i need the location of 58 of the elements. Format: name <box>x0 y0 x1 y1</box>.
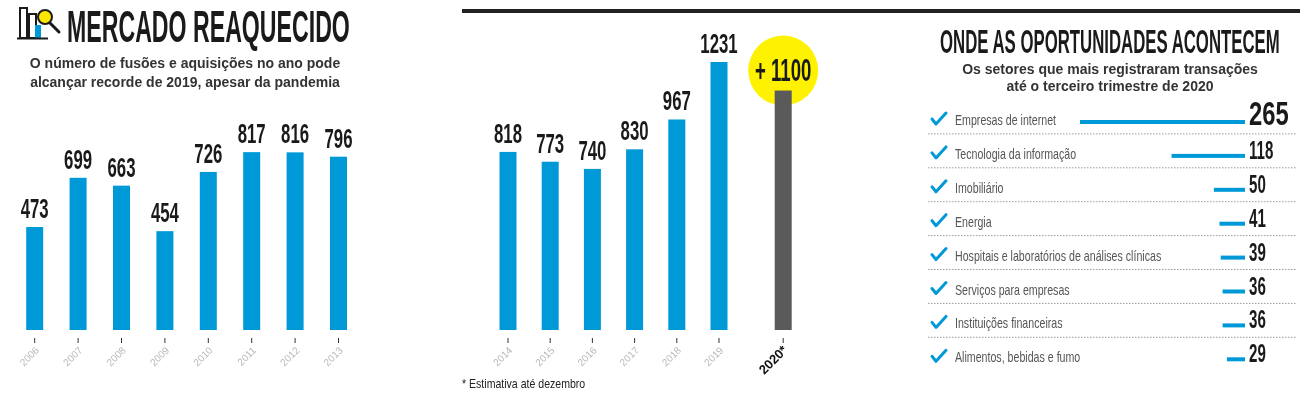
bar <box>583 168 601 330</box>
bar <box>26 227 44 330</box>
data-label: 265 <box>1249 93 1289 132</box>
bar <box>541 161 559 330</box>
data-label: 50 <box>1249 169 1266 199</box>
data-label: 29 <box>1249 339 1266 369</box>
y-tick-label: Hospitais e laboratórios de análises clínicas <box>955 248 1162 264</box>
y-tick-label: Serviços para empresas <box>955 282 1070 298</box>
chart-title: ONDE AS OPORTUNIDADES ACONTECEM <box>940 22 1280 61</box>
data-label: 796 <box>324 122 353 154</box>
data-label: 773 <box>536 127 565 159</box>
bar <box>1171 153 1245 158</box>
bar <box>1213 187 1245 192</box>
bar <box>668 119 686 330</box>
data-label: 39 <box>1249 237 1266 267</box>
y-tick-label: Energia <box>955 214 992 231</box>
y-tick-label: Instituições financeiras <box>955 316 1063 332</box>
data-label: 817 <box>237 117 266 150</box>
bar <box>243 152 261 330</box>
data-label: 830 <box>620 114 649 147</box>
bar <box>1219 221 1245 226</box>
data-label: 726 <box>194 137 223 170</box>
data-label: + 1100 <box>755 52 812 87</box>
text: * Estimativa até dezembro <box>462 377 586 391</box>
y-tick-label: Imobiliário <box>955 180 1004 197</box>
bar <box>113 185 130 330</box>
data-label: 36 <box>1249 271 1266 301</box>
data-label: 663 <box>107 151 136 183</box>
bar <box>1222 323 1245 328</box>
data-label: 454 <box>150 196 180 229</box>
data-label: 36 <box>1249 305 1266 335</box>
bar <box>710 62 728 330</box>
bar <box>199 171 217 330</box>
bar <box>1080 120 1245 124</box>
bar <box>1226 357 1245 362</box>
data-label: 473 <box>20 192 49 225</box>
bar <box>1220 255 1245 260</box>
data-label: 818 <box>493 117 523 149</box>
chart-subtitle: O número de fusões e aquisições no ano pode alcançar recorde de 2019, apesar da pandemia <box>29 55 341 90</box>
bar <box>156 231 174 330</box>
y-tick-label: Empresas de internet <box>955 112 1057 129</box>
chart-title: MERCADO REAQUECIDO <box>67 1 350 51</box>
bar <box>69 177 87 330</box>
bar <box>286 152 304 330</box>
chart-subtitle: Os setores que mais registraram transações até o terceiro trimestre de 2020 <box>962 61 1259 94</box>
bar <box>330 156 347 330</box>
data-label: 967 <box>662 85 691 117</box>
bar <box>499 151 517 330</box>
data-label: 118 <box>1249 135 1274 166</box>
data-label: 740 <box>578 134 607 166</box>
bar <box>1222 289 1245 294</box>
bar <box>626 149 644 330</box>
data-label: 699 <box>64 143 93 175</box>
y-tick-label: Tecnologia da informação <box>955 146 1077 163</box>
data-label: 816 <box>281 117 310 150</box>
y-tick-label: Alimentos, bebidas e fumo <box>955 349 1081 366</box>
data-label: 1231 <box>700 27 738 60</box>
data-label: 41 <box>1249 203 1266 233</box>
